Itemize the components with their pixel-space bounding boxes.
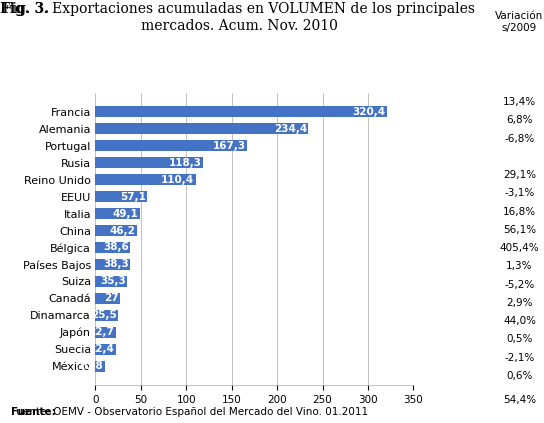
Text: 46,2: 46,2 xyxy=(110,225,136,236)
Text: -2,1%: -2,1% xyxy=(504,352,535,363)
Text: 10,8: 10,8 xyxy=(78,361,104,371)
Bar xyxy=(95,259,130,270)
Text: Fuente: OEMV - Observatorio Español del Mercado del Vino. 01.2011: Fuente: OEMV - Observatorio Español del … xyxy=(11,407,368,417)
Text: 110,4: 110,4 xyxy=(161,175,194,185)
Text: 118,3: 118,3 xyxy=(169,158,201,168)
Text: 22,4: 22,4 xyxy=(88,344,114,354)
Text: 29,1%: 29,1% xyxy=(503,170,536,180)
Text: -6,8%: -6,8% xyxy=(504,134,535,144)
Bar xyxy=(95,293,120,304)
Bar xyxy=(95,208,140,219)
Bar xyxy=(95,191,147,202)
Text: 57,1: 57,1 xyxy=(120,192,146,202)
Text: 405,4%: 405,4% xyxy=(500,243,539,253)
Text: Fig. 3. Exportaciones acumuladas en VOLUMEN de los principales: Fig. 3. Exportaciones acumuladas en VOLU… xyxy=(3,2,475,16)
Text: Fig. 3.: Fig. 3. xyxy=(0,2,49,16)
Text: 56,1%: 56,1% xyxy=(503,225,536,235)
Text: 1,3%: 1,3% xyxy=(506,261,533,272)
Bar xyxy=(95,157,203,168)
Bar xyxy=(95,361,105,372)
Text: 25,5: 25,5 xyxy=(91,310,117,320)
Text: 27: 27 xyxy=(104,293,119,303)
Text: 54,4%: 54,4% xyxy=(503,395,536,405)
Text: mercados. Acum. Nov. 2010: mercados. Acum. Nov. 2010 xyxy=(141,19,338,33)
Text: Variación
s/2009: Variación s/2009 xyxy=(496,11,543,33)
Text: 167,3: 167,3 xyxy=(213,141,246,151)
Bar xyxy=(95,106,387,117)
Text: 38,3: 38,3 xyxy=(103,259,129,269)
Text: 2,9%: 2,9% xyxy=(506,298,533,308)
Text: 0,5%: 0,5% xyxy=(506,334,533,344)
Bar xyxy=(95,327,116,338)
Text: 320,4: 320,4 xyxy=(352,107,385,117)
Text: 35,3: 35,3 xyxy=(100,276,126,286)
Text: Fuente:: Fuente: xyxy=(11,407,55,417)
Bar xyxy=(95,276,127,287)
Text: 49,1: 49,1 xyxy=(113,209,139,219)
Bar xyxy=(95,310,119,321)
Text: 234,4: 234,4 xyxy=(274,124,307,134)
Text: 38,6: 38,6 xyxy=(103,242,129,253)
Text: 13,4%: 13,4% xyxy=(503,97,536,107)
Bar xyxy=(95,174,196,185)
Bar xyxy=(95,242,131,253)
Text: 0,6%: 0,6% xyxy=(506,371,533,381)
Bar xyxy=(95,123,308,134)
Bar xyxy=(95,225,137,236)
Text: 6,8%: 6,8% xyxy=(506,115,533,126)
Bar xyxy=(95,344,115,355)
Text: 16,8%: 16,8% xyxy=(503,206,536,217)
Text: 44,0%: 44,0% xyxy=(503,316,536,326)
Bar xyxy=(95,140,248,151)
Text: 22,7: 22,7 xyxy=(89,327,114,337)
Text: -5,2%: -5,2% xyxy=(504,280,535,290)
Text: -3,1%: -3,1% xyxy=(504,188,535,198)
